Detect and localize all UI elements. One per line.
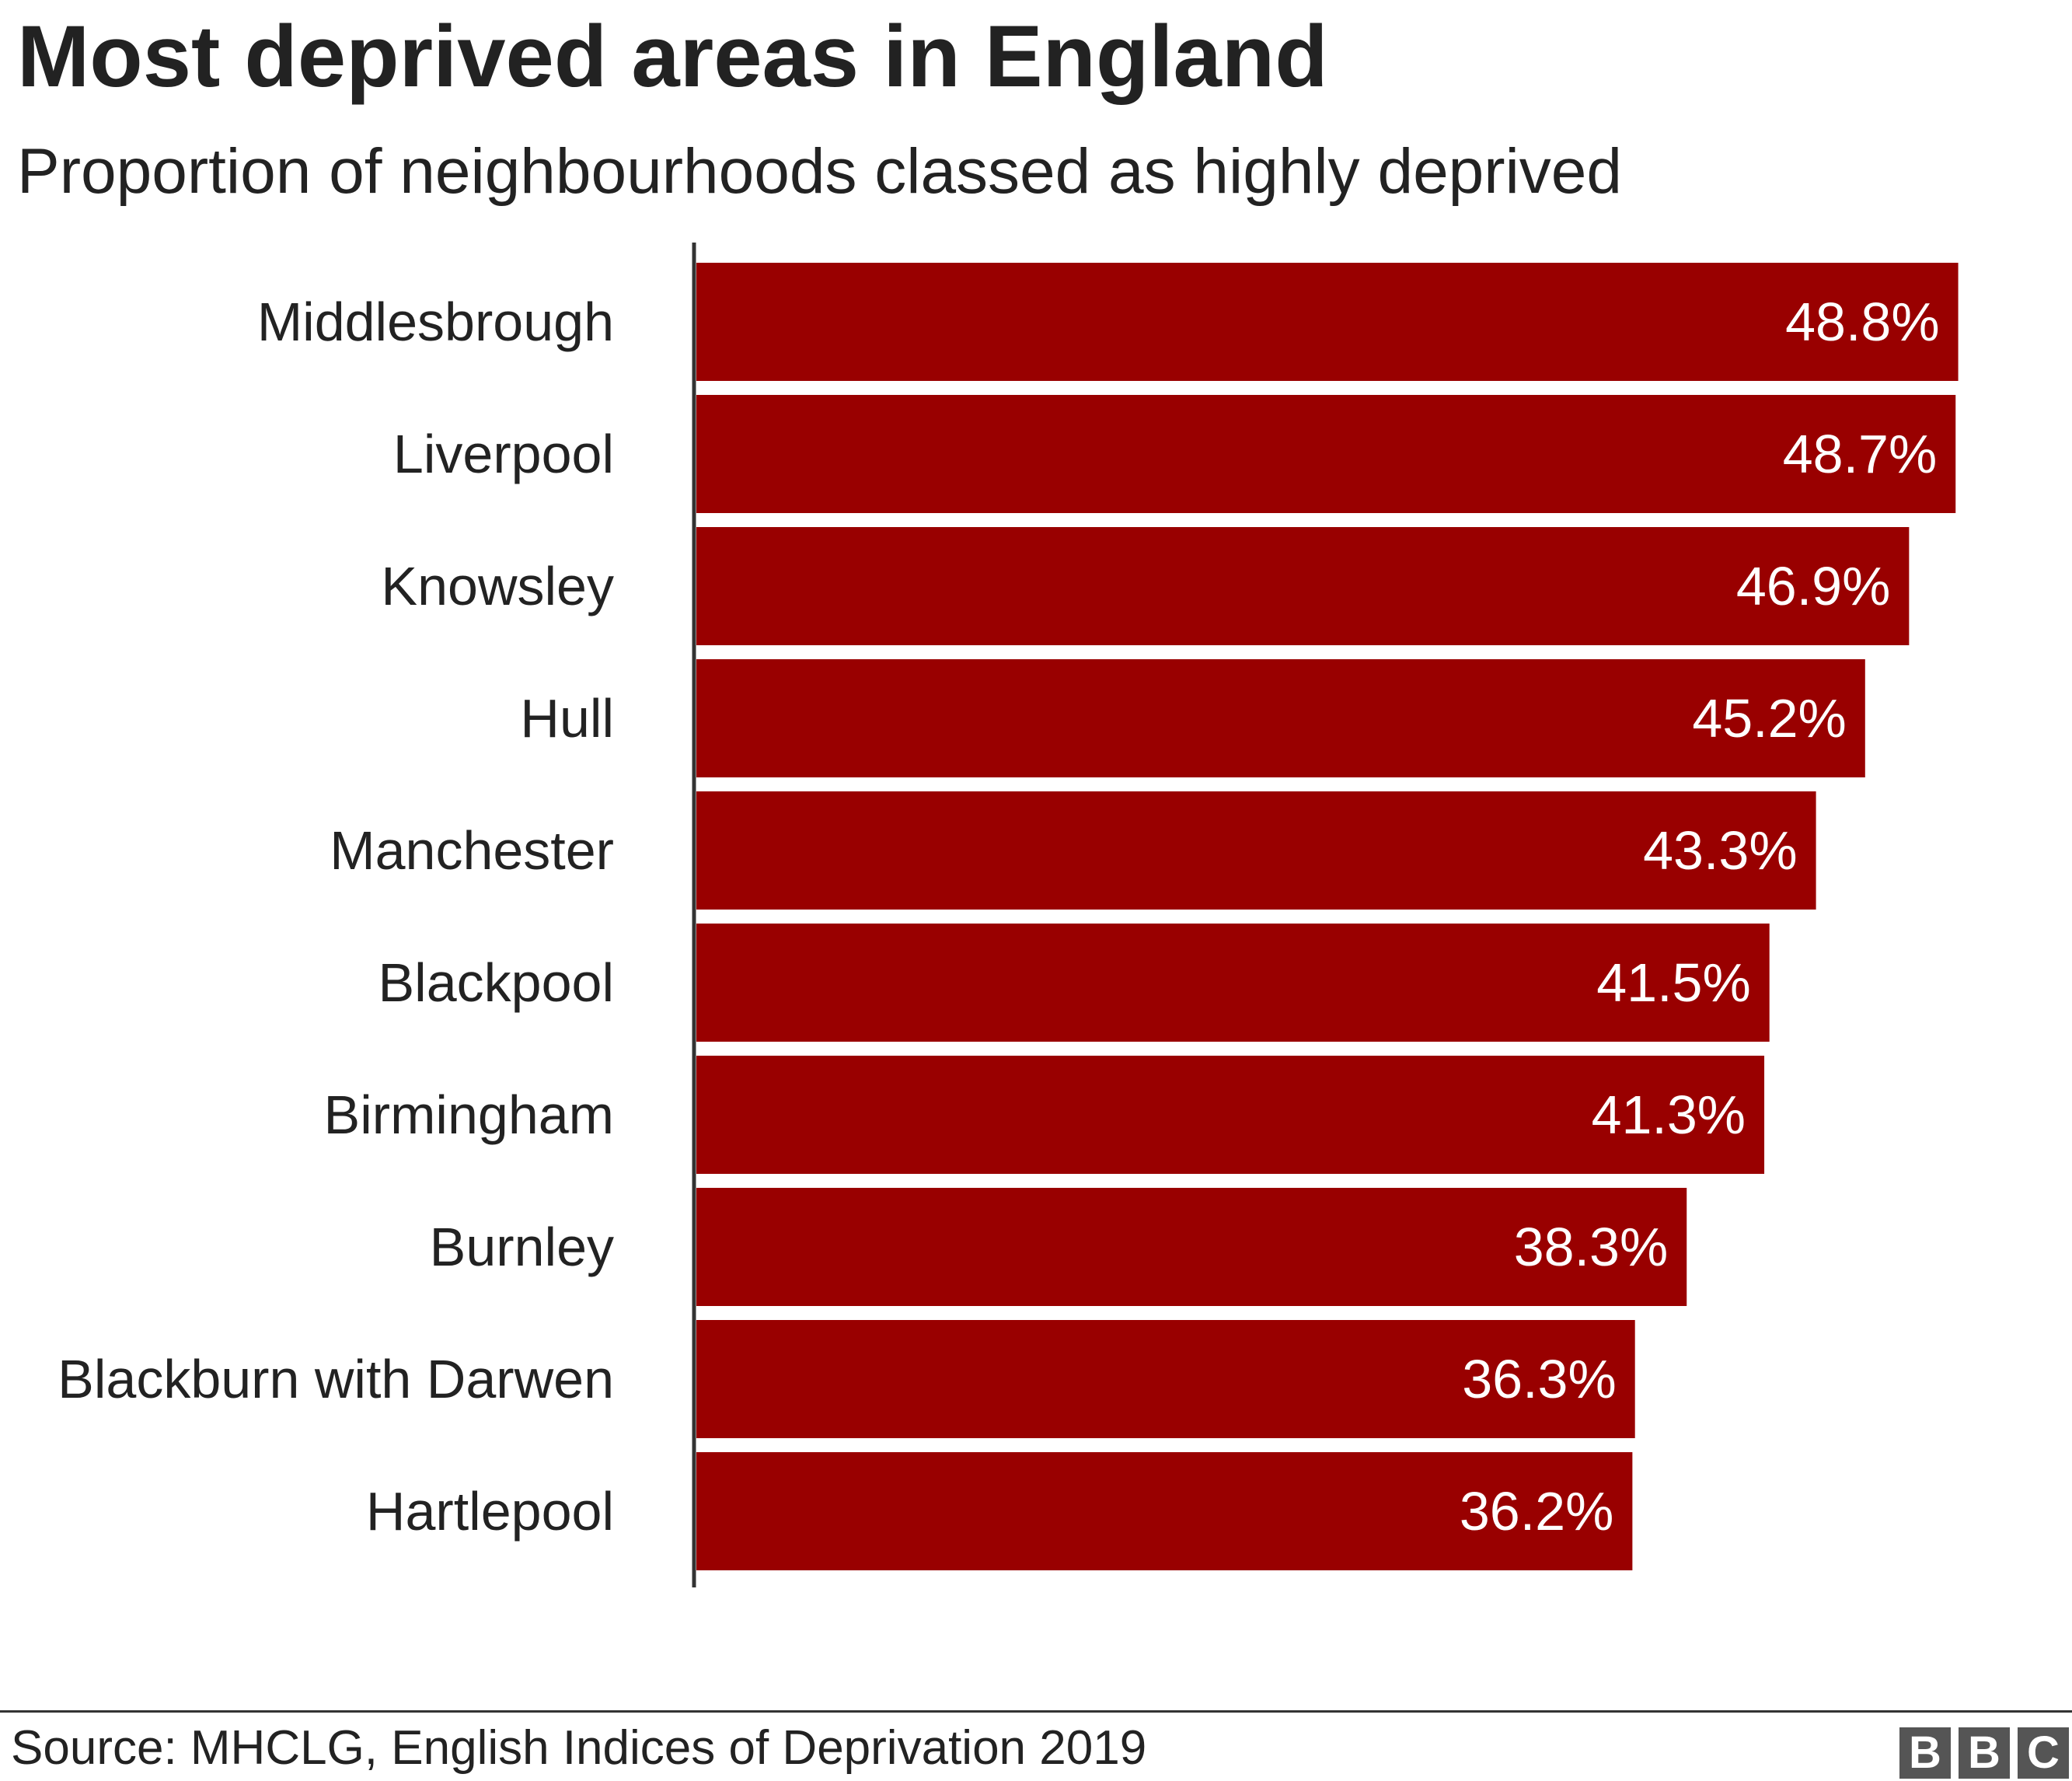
value-label: 48.8% bbox=[1785, 292, 1939, 352]
bar-birmingham bbox=[696, 1056, 1765, 1174]
value-label: 41.3% bbox=[1592, 1084, 1746, 1145]
category-label: Middlesbrough bbox=[257, 292, 614, 352]
bbc-logo-letter-3: C bbox=[2018, 1727, 2069, 1779]
value-label: 46.9% bbox=[1736, 556, 1890, 616]
footer-divider bbox=[0, 1710, 2072, 1713]
bar-blackburn-with-darwen bbox=[696, 1320, 1635, 1438]
category-label: Knowsley bbox=[381, 556, 614, 616]
category-label: Blackburn with Darwen bbox=[58, 1349, 614, 1409]
bar-chart: Middlesbrough 48.8% Liverpool 48.7% Knowsley… bbox=[58, 243, 1959, 1587]
category-label: Birmingham bbox=[324, 1084, 614, 1145]
bbc-logo-letter-1: B bbox=[1899, 1727, 1951, 1779]
bbc-logo: B B C bbox=[1899, 1727, 2069, 1779]
chart-title: Most deprived areas in England bbox=[17, 8, 1328, 105]
category-label: Hartlepool bbox=[366, 1481, 614, 1542]
bar-liverpool bbox=[696, 395, 1956, 513]
bar-manchester bbox=[696, 791, 1816, 910]
bar-hull bbox=[696, 659, 1865, 777]
value-label: 38.3% bbox=[1514, 1217, 1668, 1277]
value-label: 48.7% bbox=[1783, 424, 1937, 484]
value-label: 36.3% bbox=[1462, 1349, 1616, 1409]
category-label: Liverpool bbox=[393, 424, 614, 484]
source-note: Source: MHCLG, English Indices of Depriv… bbox=[11, 1721, 1147, 1775]
chart-subtitle: Proportion of neighbourhoods classed as … bbox=[17, 136, 1623, 207]
category-label: Hull bbox=[520, 688, 614, 749]
bar-middlesbrough bbox=[696, 263, 1959, 381]
bar-blackpool bbox=[696, 924, 1770, 1042]
value-label: 36.2% bbox=[1460, 1481, 1613, 1542]
value-label: 45.2% bbox=[1692, 688, 1846, 749]
category-label: Blackpool bbox=[378, 952, 614, 1013]
bar-hartlepool bbox=[696, 1452, 1633, 1570]
category-label: Manchester bbox=[330, 820, 614, 881]
bbc-logo-letter-2: B bbox=[1959, 1727, 2010, 1779]
bar-knowsley bbox=[696, 527, 1910, 645]
bar-burnley bbox=[696, 1188, 1687, 1306]
value-label: 43.3% bbox=[1643, 820, 1797, 881]
value-label: 41.5% bbox=[1596, 952, 1750, 1013]
category-label: Burnley bbox=[430, 1217, 614, 1277]
